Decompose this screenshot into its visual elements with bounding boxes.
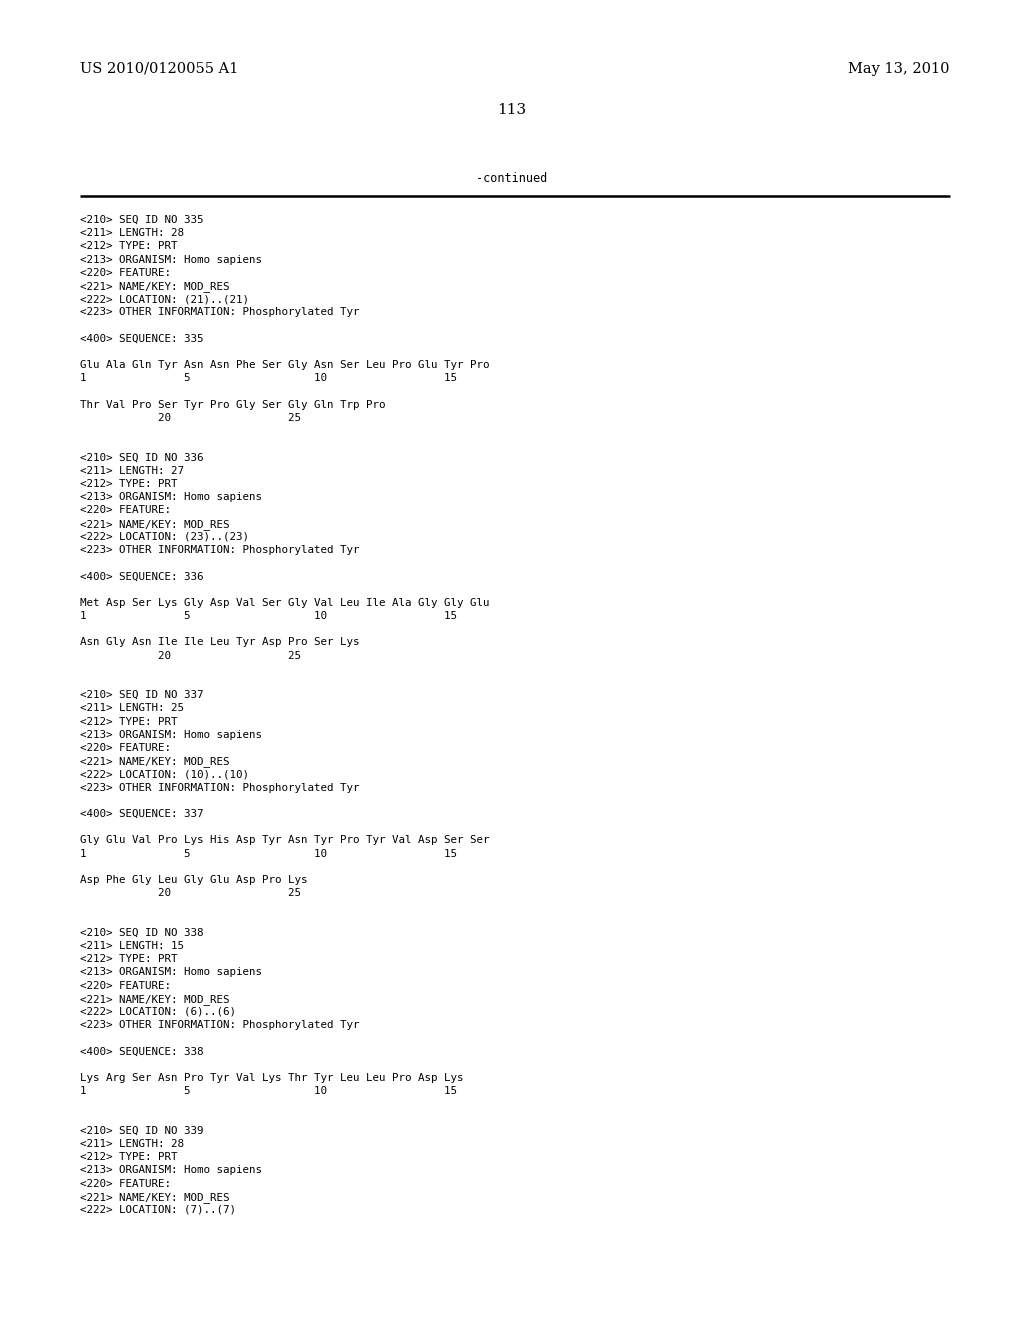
Text: <400> SEQUENCE: 338: <400> SEQUENCE: 338 — [80, 1047, 204, 1056]
Text: <210> SEQ ID NO 339: <210> SEQ ID NO 339 — [80, 1126, 204, 1135]
Text: <400> SEQUENCE: 337: <400> SEQUENCE: 337 — [80, 809, 204, 818]
Text: <400> SEQUENCE: 335: <400> SEQUENCE: 335 — [80, 334, 204, 343]
Text: US 2010/0120055 A1: US 2010/0120055 A1 — [80, 62, 239, 77]
Text: <211> LENGTH: 15: <211> LENGTH: 15 — [80, 941, 184, 950]
Text: <221> NAME/KEY: MOD_RES: <221> NAME/KEY: MOD_RES — [80, 281, 229, 292]
Text: <221> NAME/KEY: MOD_RES: <221> NAME/KEY: MOD_RES — [80, 1192, 229, 1203]
Text: <223> OTHER INFORMATION: Phosphorylated Tyr: <223> OTHER INFORMATION: Phosphorylated … — [80, 545, 359, 554]
Text: <221> NAME/KEY: MOD_RES: <221> NAME/KEY: MOD_RES — [80, 519, 229, 529]
Text: <213> ORGANISM: Homo sapiens: <213> ORGANISM: Homo sapiens — [80, 255, 262, 264]
Text: <222> LOCATION: (21)..(21): <222> LOCATION: (21)..(21) — [80, 294, 249, 304]
Text: Thr Val Pro Ser Tyr Pro Gly Ser Gly Gln Trp Pro: Thr Val Pro Ser Tyr Pro Gly Ser Gly Gln … — [80, 400, 385, 409]
Text: <212> TYPE: PRT: <212> TYPE: PRT — [80, 479, 177, 488]
Text: <212> TYPE: PRT: <212> TYPE: PRT — [80, 954, 177, 964]
Text: 1               5                   10                  15: 1 5 10 15 — [80, 849, 457, 858]
Text: 1               5                   10                  15: 1 5 10 15 — [80, 374, 457, 383]
Text: <210> SEQ ID NO 337: <210> SEQ ID NO 337 — [80, 690, 204, 700]
Text: <222> LOCATION: (6)..(6): <222> LOCATION: (6)..(6) — [80, 1007, 236, 1016]
Text: <213> ORGANISM: Homo sapiens: <213> ORGANISM: Homo sapiens — [80, 1166, 262, 1175]
Text: <222> LOCATION: (10)..(10): <222> LOCATION: (10)..(10) — [80, 770, 249, 779]
Text: <210> SEQ ID NO 336: <210> SEQ ID NO 336 — [80, 453, 204, 462]
Text: 20                  25: 20 25 — [80, 888, 301, 898]
Text: <221> NAME/KEY: MOD_RES: <221> NAME/KEY: MOD_RES — [80, 994, 229, 1005]
Text: <220> FEATURE:: <220> FEATURE: — [80, 981, 171, 990]
Text: <220> FEATURE:: <220> FEATURE: — [80, 1179, 171, 1188]
Text: Glu Ala Gln Tyr Asn Asn Phe Ser Gly Asn Ser Leu Pro Glu Tyr Pro: Glu Ala Gln Tyr Asn Asn Phe Ser Gly Asn … — [80, 360, 489, 370]
Text: <213> ORGANISM: Homo sapiens: <213> ORGANISM: Homo sapiens — [80, 492, 262, 502]
Text: Asp Phe Gly Leu Gly Glu Asp Pro Lys: Asp Phe Gly Leu Gly Glu Asp Pro Lys — [80, 875, 307, 884]
Text: 1               5                   10                  15: 1 5 10 15 — [80, 611, 457, 620]
Text: <212> TYPE: PRT: <212> TYPE: PRT — [80, 717, 177, 726]
Text: <220> FEATURE:: <220> FEATURE: — [80, 506, 171, 515]
Text: <211> LENGTH: 27: <211> LENGTH: 27 — [80, 466, 184, 475]
Text: <400> SEQUENCE: 336: <400> SEQUENCE: 336 — [80, 572, 204, 581]
Text: 20                  25: 20 25 — [80, 413, 301, 422]
Text: <211> LENGTH: 25: <211> LENGTH: 25 — [80, 704, 184, 713]
Text: Met Asp Ser Lys Gly Asp Val Ser Gly Val Leu Ile Ala Gly Gly Glu: Met Asp Ser Lys Gly Asp Val Ser Gly Val … — [80, 598, 489, 607]
Text: <220> FEATURE:: <220> FEATURE: — [80, 743, 171, 752]
Text: <210> SEQ ID NO 338: <210> SEQ ID NO 338 — [80, 928, 204, 937]
Text: <222> LOCATION: (7)..(7): <222> LOCATION: (7)..(7) — [80, 1205, 236, 1214]
Text: Gly Glu Val Pro Lys His Asp Tyr Asn Tyr Pro Tyr Val Asp Ser Ser: Gly Glu Val Pro Lys His Asp Tyr Asn Tyr … — [80, 836, 489, 845]
Text: <211> LENGTH: 28: <211> LENGTH: 28 — [80, 228, 184, 238]
Text: 1               5                   10                  15: 1 5 10 15 — [80, 1086, 457, 1096]
Text: <223> OTHER INFORMATION: Phosphorylated Tyr: <223> OTHER INFORMATION: Phosphorylated … — [80, 783, 359, 792]
Text: Asn Gly Asn Ile Ile Leu Tyr Asp Pro Ser Lys: Asn Gly Asn Ile Ile Leu Tyr Asp Pro Ser … — [80, 638, 359, 647]
Text: <210> SEQ ID NO 335: <210> SEQ ID NO 335 — [80, 215, 204, 224]
Text: <223> OTHER INFORMATION: Phosphorylated Tyr: <223> OTHER INFORMATION: Phosphorylated … — [80, 1020, 359, 1030]
Text: <223> OTHER INFORMATION: Phosphorylated Tyr: <223> OTHER INFORMATION: Phosphorylated … — [80, 308, 359, 317]
Text: 20                  25: 20 25 — [80, 651, 301, 660]
Text: <212> TYPE: PRT: <212> TYPE: PRT — [80, 242, 177, 251]
Text: <213> ORGANISM: Homo sapiens: <213> ORGANISM: Homo sapiens — [80, 968, 262, 977]
Text: May 13, 2010: May 13, 2010 — [849, 62, 950, 77]
Text: 113: 113 — [498, 103, 526, 117]
Text: <212> TYPE: PRT: <212> TYPE: PRT — [80, 1152, 177, 1162]
Text: Lys Arg Ser Asn Pro Tyr Val Lys Thr Tyr Leu Leu Pro Asp Lys: Lys Arg Ser Asn Pro Tyr Val Lys Thr Tyr … — [80, 1073, 464, 1082]
Text: <221> NAME/KEY: MOD_RES: <221> NAME/KEY: MOD_RES — [80, 756, 229, 767]
Text: <213> ORGANISM: Homo sapiens: <213> ORGANISM: Homo sapiens — [80, 730, 262, 739]
Text: <211> LENGTH: 28: <211> LENGTH: 28 — [80, 1139, 184, 1148]
Text: -continued: -continued — [476, 172, 548, 185]
Text: <220> FEATURE:: <220> FEATURE: — [80, 268, 171, 277]
Text: <222> LOCATION: (23)..(23): <222> LOCATION: (23)..(23) — [80, 532, 249, 541]
